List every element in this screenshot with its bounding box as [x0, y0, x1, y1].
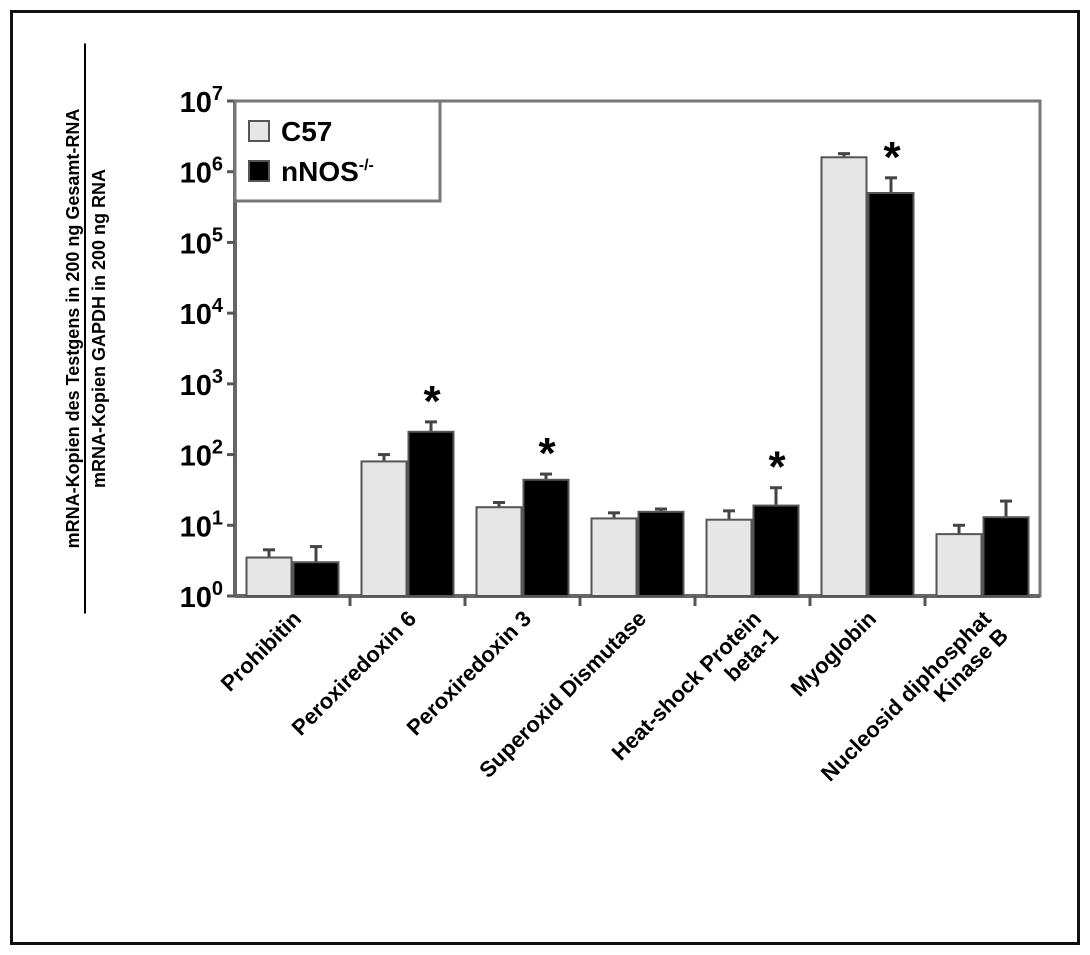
x-tick-label-group: Prohibitin [216, 606, 306, 696]
legend-swatch-c57 [248, 120, 270, 142]
y-tick-label: 103 [180, 366, 223, 402]
legend: C57 nNOS-/- [233, 99, 442, 203]
bar-nnos [292, 561, 340, 597]
legend-swatch-nnos [248, 160, 270, 182]
x-tick-label: Peroxiredoxin 6 [287, 606, 421, 740]
x-tick-label-group: Myoglobin [786, 606, 881, 701]
x-tick-label: Prohibitin [216, 606, 306, 696]
y-tick-label: 104 [180, 295, 224, 331]
legend-box [233, 99, 442, 203]
significance-star: * [423, 377, 441, 426]
significance-star: * [538, 429, 556, 478]
bar-c57 [935, 533, 983, 597]
bar-c57 [360, 460, 408, 597]
figure-frame: 100 101 102 103 104 105 106 107 Prohibitin * Perox… [10, 10, 1080, 945]
x-tick-label: Myoglobin [786, 606, 881, 701]
significance-star: * [768, 443, 786, 492]
y-axis-label-denominator: mRNA-Kopien GAPDH in 200 ng RNA [89, 169, 109, 488]
legend-label-c57: C57 [281, 116, 332, 147]
legend-label-nnos: nNOS-/- [281, 156, 374, 187]
bar-chart: 100 101 102 103 104 105 106 107 Prohibitin * Perox… [63, 43, 1042, 786]
bar-nnos [637, 510, 685, 597]
x-tick-label: Peroxiredoxin 3 [402, 606, 536, 740]
bar-c57 [820, 156, 868, 597]
y-tick-label: 107 [180, 83, 223, 119]
x-tick-label-group: Peroxiredoxin 3 [402, 606, 536, 740]
y-tick-label: 106 [180, 154, 223, 190]
significance-star: * [883, 133, 901, 182]
y-axis-label-numerator: mRNA-Kopien des Testgens in 200 ng Gesam… [63, 109, 83, 549]
bar-nnos [407, 430, 455, 597]
y-axis-label: mRNA-Kopien des Testgens in 200 ng Gesam… [63, 43, 109, 614]
bar-nnos [982, 516, 1030, 598]
bar-c57 [590, 517, 638, 598]
bar-c57 [705, 518, 753, 597]
bar-nnos [522, 478, 570, 598]
bar-nnos [867, 192, 915, 597]
bar-c57 [475, 506, 523, 598]
bar-nnos [752, 504, 800, 597]
y-tick-label: 105 [180, 224, 223, 260]
y-tick-label: 100 [180, 578, 223, 614]
x-tick-label-group: Peroxiredoxin 6 [287, 606, 421, 740]
y-tick-label: 102 [180, 437, 223, 473]
y-tick-label: 101 [180, 507, 223, 543]
bar-c57 [245, 556, 293, 597]
